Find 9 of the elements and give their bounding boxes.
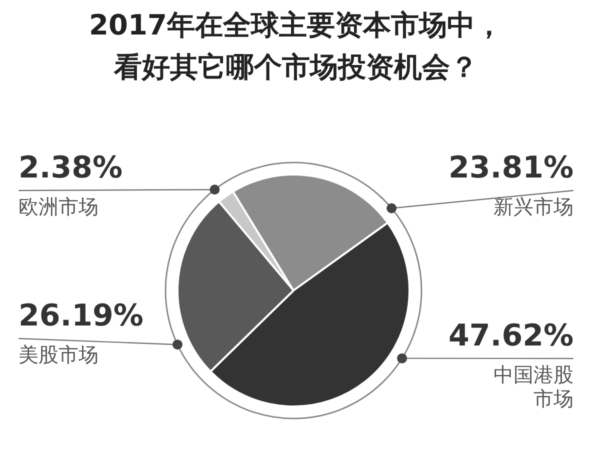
slice-label: 欧洲市场 (18, 194, 98, 218)
data-label: 47.62% (448, 318, 574, 354)
chart-title: 2017年在全球主要资本市场中，看好其它哪个市场投资机会？ (89, 8, 503, 84)
data-label: 23.81% (448, 150, 574, 186)
slice-label: 中国港股市场 (494, 362, 574, 410)
data-label: 2.38% (18, 150, 123, 186)
slice-label: 新兴市场 (494, 194, 574, 218)
slice-label: 美股市场 (18, 342, 98, 366)
data-label: 26.19% (18, 298, 144, 334)
